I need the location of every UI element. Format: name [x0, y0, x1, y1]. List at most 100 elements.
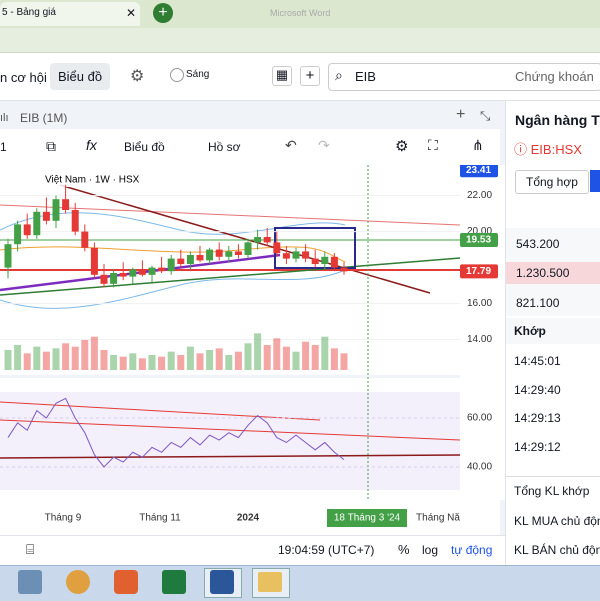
tab-active[interactable] [590, 170, 600, 192]
candle-body [4, 244, 12, 268]
candle-body [138, 269, 146, 275]
candle-body [263, 237, 271, 243]
order-volume: 543.200 [516, 237, 560, 251]
candle-body [273, 242, 281, 254]
candle-body [206, 249, 214, 261]
rsi-trend [0, 419, 461, 441]
theme-toggle[interactable] [170, 68, 184, 82]
trend-line [0, 257, 461, 296]
order-volume: 821.100 [516, 296, 560, 310]
paint-icon[interactable] [66, 570, 90, 594]
volume-bar [14, 345, 22, 370]
candle-body [234, 251, 242, 255]
taskbar [0, 565, 600, 601]
log-toggle[interactable]: log [422, 543, 439, 557]
y-tick-label: 22.00 [467, 190, 492, 201]
volume-bar [215, 348, 223, 370]
panel-add[interactable]: + [456, 106, 466, 123]
redo[interactable]: ↷ [318, 137, 330, 153]
excel-icon[interactable] [162, 570, 186, 594]
volume-bar [244, 343, 252, 370]
candle-body [167, 258, 175, 272]
calculator-icon[interactable] [18, 570, 42, 594]
chart-type[interactable]: Biểu đồ [124, 140, 165, 154]
fullscreen[interactable]: ⛶ [428, 137, 438, 153]
indicators [0, 165, 461, 500]
cursor-date-bg [327, 509, 407, 527]
price-axis [460, 165, 505, 500]
x-tick-label: 18 Tháng 3 '24 [334, 513, 401, 524]
price-tag [460, 264, 498, 279]
candle-body [71, 210, 79, 232]
percent-toggle[interactable]: % [398, 542, 410, 557]
undo[interactable]: ↶ [285, 137, 297, 153]
new-tab[interactable]: + [153, 3, 173, 23]
x-tick-label: Tháng 9 [45, 513, 82, 524]
tab-close[interactable]: ✕ [126, 6, 137, 20]
profile[interactable]: Hồ sơ [208, 140, 241, 154]
candle-body [177, 258, 185, 264]
tab-title: 5 - Bảng giá [2, 7, 56, 18]
rsi-tick-label: 40.00 [467, 462, 492, 473]
price-tag-label: 17.79 [466, 266, 491, 277]
nav-bar [0, 28, 600, 53]
volume-bar [302, 341, 310, 370]
layout-button[interactable]: ▦ [272, 66, 292, 86]
fx-icon[interactable]: fx [86, 137, 97, 153]
auto-toggle[interactable]: tự động [451, 543, 493, 557]
candles-icon[interactable]: ⧉ [46, 138, 56, 154]
candle-body [110, 273, 118, 284]
volume-bar [330, 348, 338, 370]
volume-bar [158, 356, 166, 370]
legend: Việt Nam · 1W · HSX [45, 175, 140, 186]
candle-body [196, 255, 204, 261]
match-time: 14:45:01 [514, 354, 561, 368]
candle-body [129, 269, 137, 277]
match-time: 14:29:40 [514, 383, 561, 397]
match-time: 14:29:13 [514, 411, 561, 425]
x-tick-label: Tháng Nă [416, 513, 460, 524]
date-range-icon[interactable]: ⌸ [26, 541, 35, 557]
theme-label: Sáng [186, 69, 210, 80]
candle-body [330, 256, 338, 268]
volume-bar [129, 353, 137, 370]
interval[interactable]: 1 [0, 140, 7, 154]
price-tag-label: 19.53 [466, 235, 491, 246]
volume-bar [100, 350, 108, 370]
share[interactable]: ⋔ [472, 137, 484, 153]
volume-bar [110, 355, 118, 370]
volume-bar [167, 351, 175, 370]
candle-body [81, 231, 89, 248]
candle-body [321, 256, 329, 264]
settings-icon[interactable]: ⚙ [130, 68, 145, 85]
explorer-icon[interactable] [258, 572, 282, 592]
candle-body [292, 251, 300, 259]
market-select[interactable]: Chứng khoán [515, 69, 594, 84]
opportunities[interactable]: n cơ hội [0, 70, 47, 85]
chart-settings[interactable]: ⚙ [395, 138, 409, 155]
panel-expand[interactable]: ⤡ [480, 108, 491, 123]
add-button[interactable]: + [300, 66, 320, 86]
company-name: Ngân hàng T [515, 112, 600, 128]
candle-body [33, 211, 41, 236]
summary-tab[interactable]: Tổng hợp [515, 170, 589, 194]
chart-button[interactable]: Biểu đồ [50, 63, 111, 90]
match-header: Khớp [514, 324, 546, 338]
candle-body [244, 242, 252, 255]
buy-volume: KL MUA chủ độn [514, 514, 600, 528]
rsi-trend [0, 401, 321, 421]
match-header-bg [506, 318, 600, 344]
rsi-line [7, 397, 345, 468]
volume-bar [4, 350, 12, 370]
volume-bar [23, 353, 31, 370]
tab[interactable] [0, 2, 140, 26]
panel-icon: ılı [0, 112, 9, 124]
volume-bar [119, 356, 127, 370]
candle-body [100, 274, 108, 284]
candle-body [340, 267, 348, 272]
word-icon[interactable] [210, 570, 234, 594]
media-icon[interactable] [114, 570, 138, 594]
candle-body [254, 237, 262, 243]
search-box[interactable] [328, 63, 600, 91]
